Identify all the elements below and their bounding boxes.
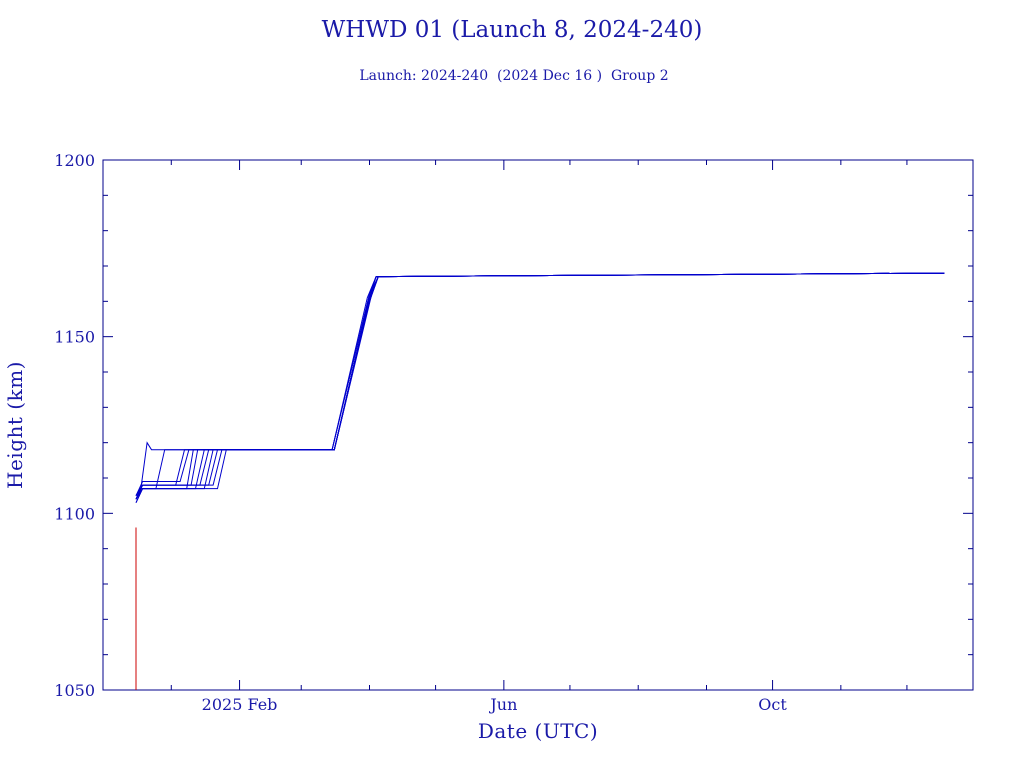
series-line bbox=[135, 272, 945, 496]
series-line bbox=[135, 272, 945, 500]
x-axis-label: Date (UTC) bbox=[478, 719, 598, 743]
y-ticks bbox=[103, 159, 973, 691]
series-line bbox=[135, 272, 945, 500]
y-tick-label: 1150 bbox=[54, 328, 95, 347]
y-axis-label: Height (km) bbox=[3, 361, 27, 489]
plot-frame bbox=[102, 159, 974, 691]
chart-title: WHWD 01 (Launch 8, 2024-240) bbox=[322, 17, 703, 43]
series-line bbox=[135, 272, 945, 500]
y-tick-labels: 1050 1100 1150 1200 bbox=[54, 151, 95, 700]
series-line bbox=[135, 272, 945, 496]
series-line bbox=[135, 272, 945, 496]
x-tick-label: Jun bbox=[488, 695, 517, 714]
series-line bbox=[135, 272, 945, 496]
series-line bbox=[135, 272, 945, 503]
y-tick-label: 1200 bbox=[54, 151, 95, 170]
series-line bbox=[135, 272, 945, 500]
x-ticks bbox=[170, 160, 908, 690]
x-tick-label: Oct bbox=[758, 695, 787, 714]
x-tick-labels: 2025 Feb Jun Oct bbox=[202, 695, 788, 714]
data-series bbox=[135, 272, 945, 690]
y-tick-label: 1100 bbox=[54, 504, 95, 523]
y-tick-label: 1050 bbox=[54, 681, 95, 700]
series-line bbox=[135, 272, 945, 500]
x-tick-label: 2025 Feb bbox=[202, 695, 278, 714]
series-line bbox=[135, 272, 945, 503]
series-line bbox=[135, 272, 945, 500]
chart-subtitle: Launch: 2024-240 (2024 Dec 16 ) Group 2 bbox=[359, 68, 668, 84]
